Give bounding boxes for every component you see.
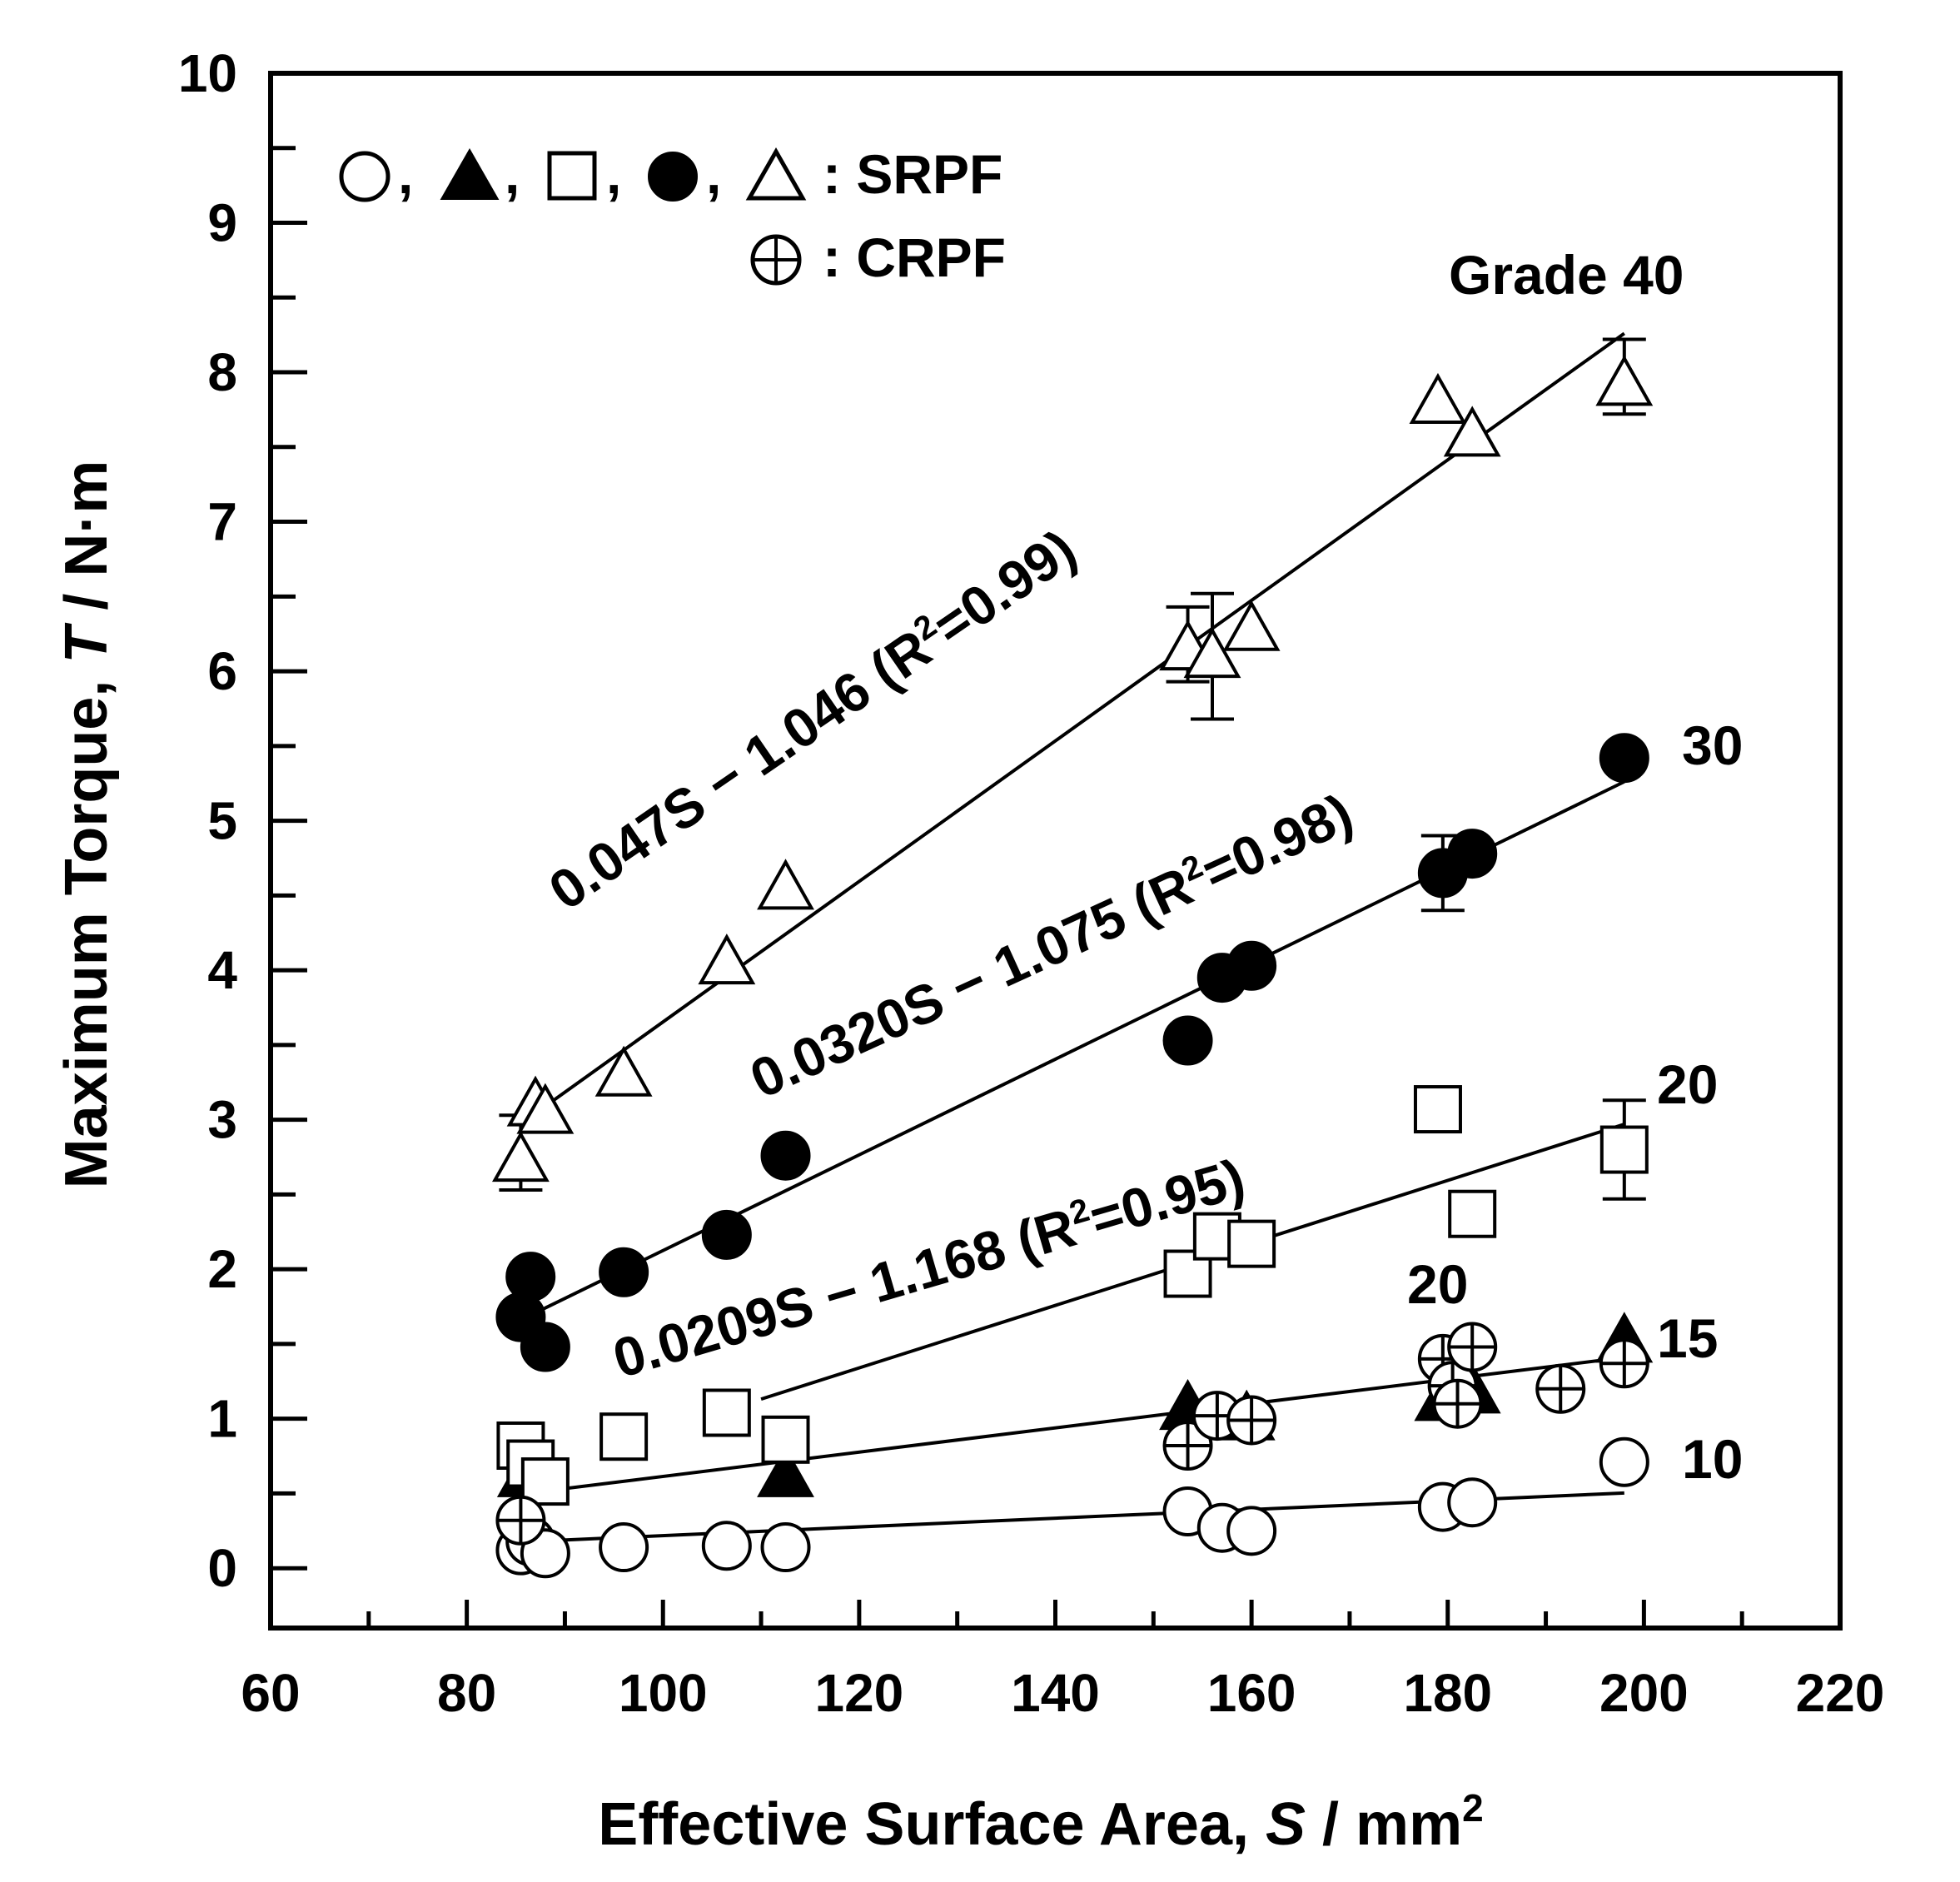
x-tick-label: 80 [437,1663,496,1723]
grade-15-label: 15 [1657,1307,1718,1369]
x-tick-label: 140 [1011,1663,1100,1723]
legend-marker-circle-filled [648,152,698,202]
data-point-triangle-filled [757,1446,814,1497]
y-tick-label: 8 [207,342,237,402]
data-point-triangle-open [1595,355,1654,406]
data-point-square-open [1227,1219,1276,1268]
x-axis-title: Effective Surface Area, S / mm2 [598,1786,1483,1858]
y-tick-label: 5 [207,791,237,851]
data-point-triangle-open [516,1083,575,1134]
y-tick-label: 1 [207,1389,237,1449]
data-point-triangle-open [698,934,756,985]
legend-marker-triangle-filled [440,147,500,200]
legend-separator: , [505,143,520,205]
legend-separator: , [606,143,621,205]
y-tick-label: 10 [178,43,237,103]
grade-30-label: 30 [1682,714,1743,776]
y-tick-label: 3 [207,1090,237,1150]
x-tick-label: 100 [619,1663,708,1723]
data-point-circle-filled [1162,1015,1213,1066]
x-tick-label: 200 [1599,1663,1689,1723]
axes: 60 80 100 120 140 160 180 200 220 0 1 2 3 4 5 6 7 8 9 10 [178,43,1885,1723]
legend-marker-triangle-open [745,147,807,201]
legend-separator: , [398,143,413,205]
data-point-triangle-open [757,859,814,910]
data-point-square-open [599,1412,649,1461]
data-point-triangle-open [1222,600,1281,651]
legend-separator: , [706,143,721,205]
data-point-square-open [702,1388,751,1437]
data-point-square-open [1163,1249,1212,1298]
data-point-square-open [520,1457,570,1506]
x-tick-label: 60 [241,1663,300,1723]
data-point-square-open [761,1415,810,1464]
data-point-triangle-open [491,1131,550,1182]
grade-40-label: Grade 40 [1449,244,1684,306]
y-tick-label: 7 [207,492,237,552]
data-point-circle-filled [701,1209,752,1260]
y-tick-label: 2 [207,1239,237,1299]
data-point-circle-filled [1599,733,1649,784]
x-tick-label: 120 [814,1663,903,1723]
data-point-triangle-open [1183,627,1241,679]
data-point-square-open [1599,1125,1649,1174]
data-point-circle-open [599,1522,649,1573]
x-tick-label: 160 [1207,1663,1296,1723]
legend-marker-circle-open [339,151,391,202]
data-point-circle-filled [1226,940,1277,991]
legend-srpf-label: : SRPF [823,143,1002,205]
grade-20-label: 20 [1657,1053,1718,1115]
data-markers [491,355,1654,1579]
data-point-circle-open [1226,1506,1277,1556]
plot-frame [268,71,1843,1631]
y-tick-label: 6 [207,641,237,701]
data-point-circle-filled [760,1130,811,1181]
data-point-circle-filled [599,1247,649,1297]
grade-20-crpf-label: 20 [1407,1253,1468,1315]
data-point-circle-filled [505,1252,556,1302]
data-point-triangle-open [1443,406,1501,457]
data-point-circle-open [760,1522,811,1573]
data-point-triangle-open [594,1045,653,1097]
data-point-square-open [1413,1085,1462,1134]
data-point-triangle-open [1409,372,1467,424]
data-point-circle-open [701,1521,752,1571]
grade-10-label: 10 [1682,1428,1743,1490]
data-point-circle-open [1447,1477,1498,1528]
y-tick-label: 4 [207,940,237,1000]
x-tick-label: 220 [1796,1663,1885,1723]
fit-equation-grade-40: 0.047S − 1.046 (R2=0.99) [538,517,1087,921]
data-point-square-open [1448,1189,1497,1238]
data-point-circle-filled [520,1322,570,1372]
legend: , , , , : SRPF : CRPF [339,143,1006,288]
y-axis-title: Maximum Torque, T / N·m [53,461,120,1189]
x-tick-label: 180 [1403,1663,1492,1723]
data-point-circle-open [1599,1436,1649,1487]
legend-marker-square-open [547,151,597,201]
legend-crpf-label: : CRPF [823,227,1006,288]
data-point-circle-filled [1447,829,1498,879]
fit-equation-grade-20: 0.0209S − 1.168 (R2=0.95) [606,1147,1251,1389]
y-tick-label: 9 [207,193,237,253]
error-bars [499,337,1646,1201]
y-tick-label: 0 [207,1538,237,1598]
